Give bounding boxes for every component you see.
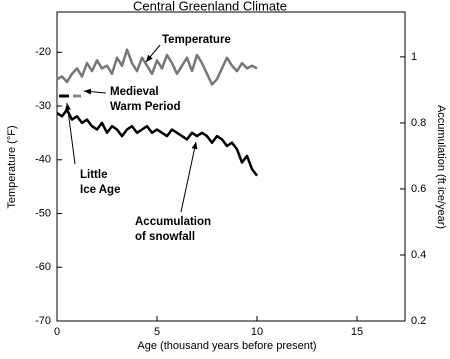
- y-tick-label: -30: [35, 100, 51, 112]
- y-tick-label: -50: [35, 207, 51, 219]
- y-axis-label: Temperature (°F): [6, 125, 18, 208]
- x-tick-label: 5: [154, 326, 160, 338]
- annotation: Medieval: [110, 86, 159, 98]
- annotation: of snowfall: [135, 231, 195, 243]
- y-tick-label: -40: [35, 154, 51, 166]
- plot-frame: [56, 11, 406, 322]
- y2-tick-label: 1: [411, 51, 417, 63]
- annotation: Little: [80, 169, 107, 181]
- annotation: Ice Age: [80, 184, 120, 196]
- y2-tick-label: 0.8: [411, 117, 426, 129]
- y2-axis-label: Accumulation (ft ice/year): [435, 105, 447, 229]
- series-line: [56, 48, 258, 86]
- annotation: Temperature: [162, 34, 231, 46]
- annotation-arrow: [83, 88, 107, 95]
- annotation: Warm Period: [110, 101, 181, 113]
- y-tick-label: -70: [35, 315, 51, 327]
- annotation: Accumulation: [135, 216, 211, 228]
- x-tick-label: 0: [54, 326, 60, 338]
- x-axis-label: Age (thousand years before present): [137, 340, 316, 352]
- series-line: [56, 108, 258, 177]
- annotation-arrow: [180, 141, 198, 213]
- y-tick-label: -60: [35, 261, 51, 273]
- y2-tick-label: 0.2: [411, 315, 426, 327]
- y2-tick-label: 0.6: [411, 183, 426, 195]
- y-tick-label: -20: [35, 46, 51, 58]
- annotation-arrow: [145, 44, 161, 63]
- x-tick-label: 15: [351, 326, 363, 338]
- y2-tick-label: 0.4: [411, 249, 426, 261]
- x-tick-label: 10: [251, 326, 263, 338]
- annotation-arrow: [64, 102, 76, 165]
- chart-title: Central Greenland Climate: [133, 0, 287, 13]
